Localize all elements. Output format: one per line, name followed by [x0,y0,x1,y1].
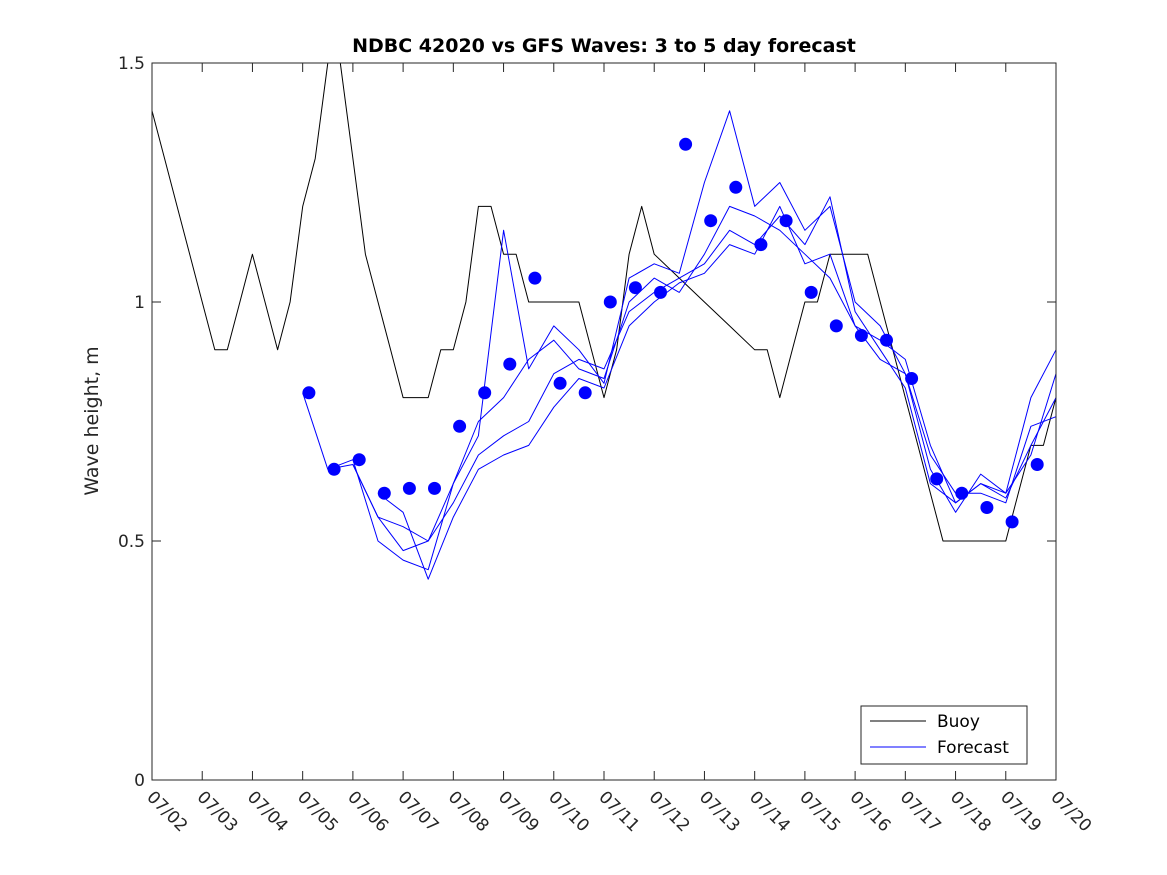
forecast-marker [704,214,718,228]
y-tick-label: 0 [134,771,145,791]
x-tick-label: 07/18 [946,787,995,836]
x-tick-label: 07/07 [394,787,443,836]
forecast-marker [453,419,467,433]
forecast-marker [428,481,441,495]
forecast-marker [628,281,642,295]
forecast-marker [779,214,793,228]
x-tick-label: 07/02 [142,787,191,836]
forecast-marker [478,386,492,400]
legend-forecast-label: Forecast [937,738,1009,758]
x-tick-label: 07/12 [645,787,694,836]
chart-title: NDBC 42020 vs GFS Waves: 3 to 5 day fore… [352,35,856,57]
forecast-marker [302,386,316,400]
forecast-marker [854,329,868,342]
x-tick-label: 07/19 [996,787,1045,836]
forecast-marker [905,372,919,385]
forecast-marker [880,333,893,347]
forecast-marker [327,462,341,476]
forecast-marker [829,319,843,333]
forecast-marker [1005,515,1019,529]
forecast-marker [955,486,969,500]
forecast-marker [578,386,592,400]
forecast-marker [1030,458,1044,471]
buoy-series [151,62,1057,542]
y-tick-label: 0.5 [118,532,145,552]
forecast-marker [980,501,994,514]
forecast-marker [553,376,567,390]
y-tick-label: 1.5 [118,54,145,74]
legend-buoy-label: Buoy [937,712,980,732]
forecast-marker [402,481,416,495]
forecast-marker [754,238,768,252]
x-tick-label: 07/13 [695,787,744,836]
buoy-line [151,62,1057,542]
x-tick-label: 07/15 [795,787,844,836]
forecast-markers [302,137,1044,529]
x-tick-label: 07/09 [494,787,543,836]
legend-box [860,705,1028,765]
forecast-marker [528,271,542,285]
forecast-marker [654,285,667,299]
x-tick-label: 07/04 [243,787,292,836]
forecast-marker [930,472,944,486]
forecast-line-3 [352,196,1057,542]
y-axis-ticks: 0 0.5 1 1.5 [118,54,1056,791]
x-tick-label: 07/16 [846,787,895,836]
x-tick-label: 07/11 [594,787,643,836]
forecast-marker [729,180,743,194]
forecast-marker [679,137,693,151]
y-tick-label: 1 [134,293,145,313]
x-tick-label: 07/03 [193,787,242,836]
plot-background [152,63,1056,780]
forecast-marker [503,357,517,371]
x-tick-label: 07/05 [293,787,342,836]
x-tick-label: 07/14 [745,787,794,836]
x-tick-label: 07/08 [444,787,493,836]
forecast-marker [352,453,366,467]
forecast-marker [377,486,391,500]
y-axis-label: Wave height, m [81,346,103,495]
x-tick-label: 07/20 [1046,787,1095,836]
x-tick-label: 07/06 [343,787,392,836]
forecast-line-4 [377,205,1057,580]
forecast-marker [603,295,617,309]
x-tick-label: 07/17 [896,787,945,836]
x-tick-label: 07/10 [544,787,593,836]
legend: Buoy Forecast [860,705,1028,765]
forecast-marker [804,285,818,299]
